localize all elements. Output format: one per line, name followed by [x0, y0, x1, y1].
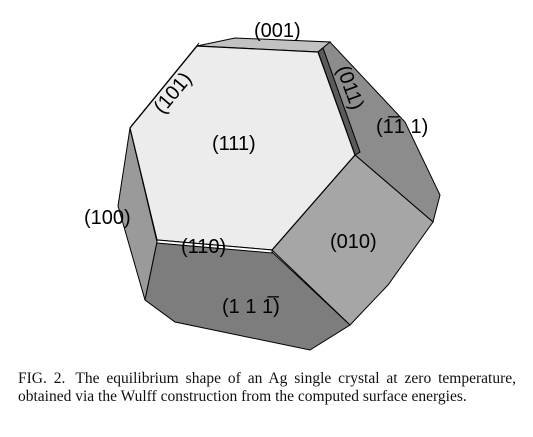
label-001: (001) — [254, 20, 301, 42]
caption-text: The equilibrium shape of an Ag single cr… — [18, 370, 516, 405]
label-110: (110) — [181, 236, 226, 258]
figure-caption: FIG. 2. The equilibrium shape of an Ag si… — [18, 370, 516, 406]
label-111: (111) — [212, 133, 256, 155]
label-11bar1: (1 1 1̅) — [222, 295, 280, 318]
label-010: (010) — [330, 231, 377, 253]
label-bar1-11: (1̅1 1) — [376, 115, 428, 138]
figure-number: FIG. 2. — [18, 370, 66, 387]
crystal-figure: (111) (001) (101) (011) (1̅1 1) (100) (0… — [84, 20, 441, 351]
facet-101-face — [129, 42, 200, 129]
facet-110-face — [156, 239, 273, 254]
wulff-crystal-diagram: (111) (001) (101) (011) (1̅1 1) (100) (0… — [84, 20, 441, 351]
label-100: (100) — [84, 207, 131, 229]
